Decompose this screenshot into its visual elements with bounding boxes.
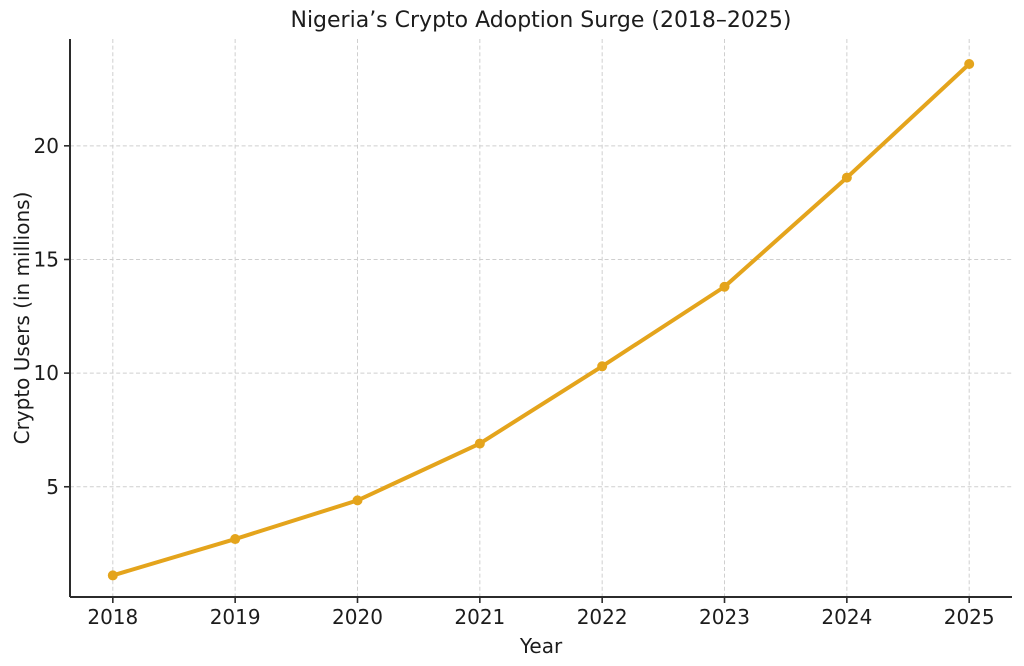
x-tick-label: 2025	[944, 605, 995, 629]
data-point-marker-2021	[474, 438, 485, 449]
x-axis-label: Year	[519, 634, 563, 658]
y-tick-label: 5	[46, 475, 59, 499]
axes-spines	[69, 39, 1012, 598]
x-tick-label: 2019	[210, 605, 261, 629]
data-point-marker-2018	[107, 570, 118, 581]
tick-marks	[64, 145, 970, 603]
x-tick-label: 2024	[821, 605, 872, 629]
gridlines	[70, 39, 1012, 597]
data-point-marker-2024	[841, 172, 852, 183]
y-tick-label: 15	[34, 247, 59, 271]
chart-title: Nigeria’s Crypto Adoption Surge (2018–20…	[290, 8, 791, 33]
data-point-marker-2020	[352, 495, 363, 506]
x-tick-label: 2018	[87, 605, 138, 629]
y-tick-label: 20	[34, 134, 59, 158]
data-series	[107, 59, 975, 581]
x-tick-label: 2021	[454, 605, 505, 629]
y-tick-label: 10	[34, 361, 59, 385]
data-point-marker-2025	[964, 59, 975, 70]
x-tick-label: 2023	[699, 605, 750, 629]
x-tick-label: 2022	[577, 605, 628, 629]
data-line	[110, 62, 972, 578]
data-point-marker-2022	[597, 361, 608, 372]
tick-labels: 2018 2019 2020 2021 2022 2023 2024 2025 5 10 15 20	[34, 134, 995, 629]
data-point-marker-2019	[230, 534, 241, 545]
x-tick-label: 2020	[332, 605, 383, 629]
y-axis-label: Crypto Users (in millions)	[10, 192, 34, 445]
data-point-marker-2023	[719, 281, 730, 292]
